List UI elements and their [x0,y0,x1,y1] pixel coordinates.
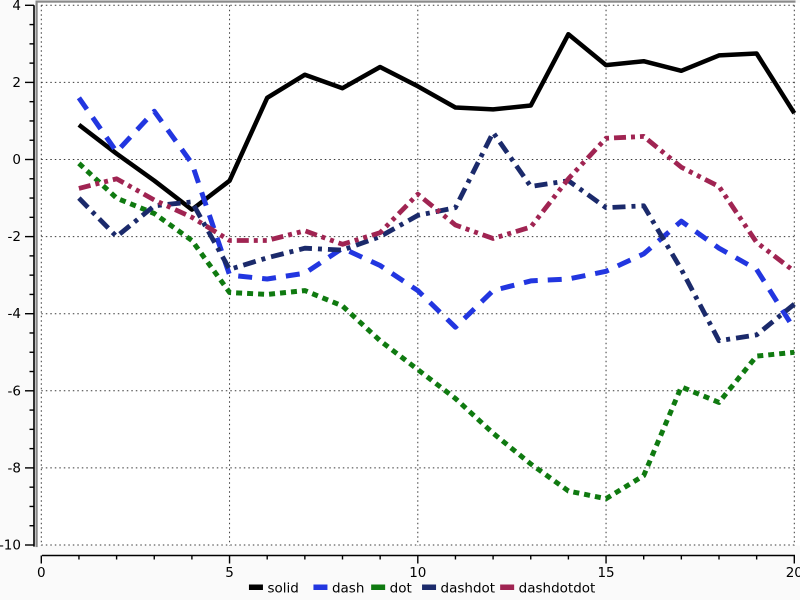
x-tick-label: 5 [225,565,234,581]
plot-background [37,2,800,546]
y-tick-label: -8 [8,460,21,476]
y-tick-label: -6 [8,383,21,399]
series-line-dash [76,96,797,331]
legend-swatch-solid [248,584,263,590]
legend-label-dashdot: dashdot [441,581,496,597]
legend-swatch-dot [371,584,386,590]
y-tick-label: 0 [12,152,21,168]
legend-label-dashdotdot: dashdotdot [519,581,596,597]
legend-swatch-dash [313,584,328,590]
legend-swatch-dashdotdot [500,584,515,590]
y-tick-label: -10 [0,538,21,554]
y-tick-label: -2 [8,229,21,245]
y-tick-label: 2 [12,75,21,91]
series-line-solid [77,31,797,212]
y-tick-label: 4 [12,0,21,14]
series-line-dot [77,161,795,502]
x-tick-label: 15 [597,565,614,581]
x-tick-label: 10 [409,565,426,581]
x-tick-label: 20 [786,565,800,581]
legend-label-dot: dot [390,581,412,597]
legend-label-dash: dash [332,581,364,597]
series-line-dashdotdot [78,133,796,274]
frame-top-bar [35,0,796,3]
y-tick-label: -4 [8,306,21,322]
legend-label-solid: solid [267,581,298,597]
legend-swatch-dashdot [422,584,437,590]
x-tick-label: 0 [37,565,46,581]
frame-left-bar [35,0,38,548]
